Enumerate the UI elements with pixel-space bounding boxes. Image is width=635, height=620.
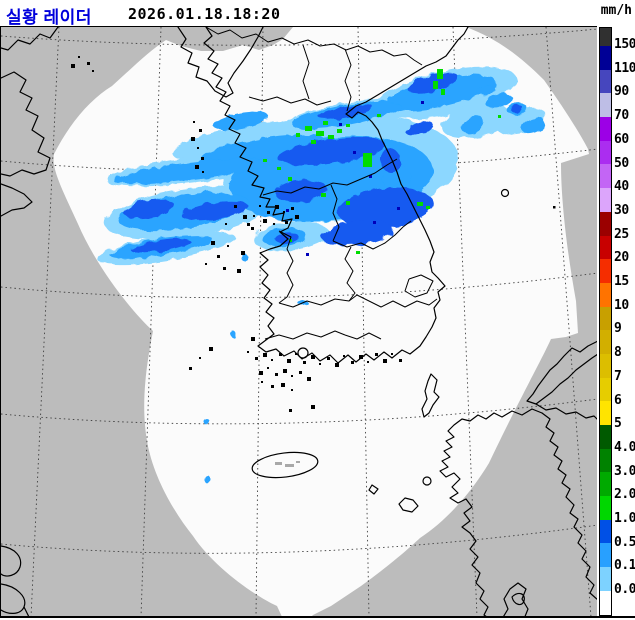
precipitation-echoes: [96, 66, 547, 483]
ulleungdo-island: [500, 188, 510, 198]
legend-segment: [600, 117, 611, 141]
legend-segment: [600, 567, 611, 591]
legend-tick-label: 2.0: [614, 487, 635, 503]
jeju-island: [251, 451, 319, 479]
dokdo-island: [553, 206, 556, 209]
legend-segment: [600, 188, 611, 212]
legend-segment: [600, 401, 611, 425]
observation-datetime: 2026.01.18.18:20: [128, 5, 281, 23]
tsushima-island: [421, 373, 440, 418]
legend-segment: [600, 448, 611, 473]
legend-tick-label: 3.0: [614, 463, 635, 479]
legend-segment: [600, 235, 611, 260]
legend-tick-label: 6: [614, 392, 622, 408]
legend-segment: [600, 353, 611, 378]
legend-segment: [600, 69, 611, 94]
legend-tick-label: 110: [614, 60, 635, 76]
legend-tick-label: 8: [614, 345, 622, 361]
legend-tick-label: 40: [614, 179, 629, 195]
legend-tick-label: 10: [614, 297, 629, 313]
legend-tick-label: 5: [614, 416, 622, 432]
legend-tick-label: 150: [614, 37, 635, 52]
legend-segment: [600, 93, 611, 118]
legend-unit-label: mm/h: [600, 3, 632, 18]
legend-segment: [600, 211, 611, 236]
legend-tick-label: 90: [614, 84, 629, 100]
province-borders: [248, 44, 438, 340]
legend-tick-label: 60: [614, 131, 629, 147]
echo-rate-0p5-1p0: [123, 72, 523, 253]
legend-tick-label: 1.0: [614, 511, 635, 526]
legend-segment: [600, 28, 611, 46]
legend-tick-label: 15: [614, 274, 629, 289]
map-bottom-border: [0, 616, 635, 618]
coastline-japan: [368, 340, 598, 617]
page-title: 실황 레이더: [6, 8, 92, 27]
legend-segment: [600, 306, 611, 331]
coastline-china: [1, 27, 264, 617]
echo-rate-high-specks: [286, 101, 424, 256]
legend-segment: [600, 282, 611, 307]
legend-panel: 150 110 90 70 60 50 40 30 25 20 15 10 9 8 7 6 5 4.0 3.0 2.0…: [597, 26, 635, 616]
legend-tick-label: 4.0: [614, 439, 635, 455]
legend-segment: [600, 496, 611, 520]
legend-segment: [600, 590, 611, 615]
east-sea-islets: [297, 188, 556, 359]
legend-tick-label: 0.0: [614, 582, 635, 598]
legend-tick-label: 30: [614, 202, 629, 218]
legend-tick-label: 70: [614, 108, 629, 124]
legend-segment: [600, 543, 611, 568]
legend-tick-label: 0.5: [614, 534, 635, 550]
legend-tick-label: 50: [614, 155, 629, 171]
header-bar: 실황 레이더 2026.01.18.18:20 mm/h: [0, 0, 635, 27]
legend-tick-label: 0.1: [614, 558, 635, 574]
radar-map: [0, 26, 598, 617]
legend-tick-label: 9: [614, 321, 622, 337]
grid-graticule: [1, 27, 598, 617]
legend-tick-label: 25: [614, 226, 629, 242]
legend-colorbar: [599, 27, 612, 616]
legend-segment: [600, 164, 611, 189]
legend-tick-label: 7: [614, 368, 622, 384]
legend-segment: [600, 259, 611, 283]
legend-segment: [600, 519, 611, 544]
legend-segment: [600, 330, 611, 354]
legend-segment: [600, 46, 611, 70]
echo-rate-1-2: [263, 69, 501, 254]
legend-tick-label: 20: [614, 250, 629, 266]
legend-segment: [600, 425, 611, 449]
legend-segment: [600, 377, 611, 402]
iki-island: [422, 476, 432, 486]
legend-segment: [600, 472, 611, 497]
coastal-islands: [71, 56, 402, 412]
legend-segment: [600, 140, 611, 165]
